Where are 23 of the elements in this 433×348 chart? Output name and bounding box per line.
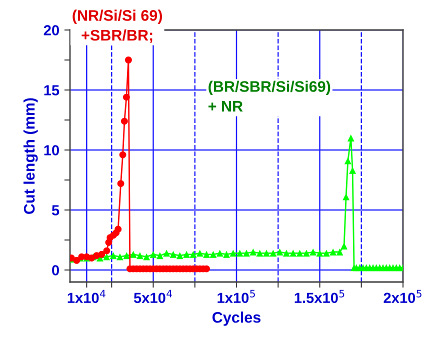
y-tick-label: 0 bbox=[52, 265, 59, 276]
text: (BR/SBR/Si/Si69) + NR bbox=[208, 80, 330, 112]
point bbox=[122, 94, 130, 101]
point bbox=[73, 256, 80, 264]
x-tick-label: 5x10$^{4}$ bbox=[134, 290, 172, 304]
point bbox=[124, 56, 132, 64]
x-tick-label: 1.5x10$^{5}$ bbox=[294, 290, 344, 304]
x-tick-label: 1x10$^{4}$ bbox=[68, 290, 106, 304]
y-tick-label: 15 bbox=[44, 85, 60, 96]
point bbox=[117, 180, 124, 188]
x-tick-label: 1x10$^{5}$ bbox=[218, 290, 255, 304]
y-tick-label: 20 bbox=[44, 25, 59, 36]
point bbox=[114, 226, 122, 233]
point bbox=[120, 118, 128, 125]
y-axis-title: Cut length (mm) bbox=[24, 98, 38, 214]
text: (NR/Si/Si 69) +SBR/BR; bbox=[72, 10, 162, 43]
y-tick-label: 5 bbox=[52, 205, 60, 216]
x-tick-label: 2x10$^{5}$ bbox=[384, 290, 422, 304]
point bbox=[119, 151, 126, 158]
x-axis-title: Cycles bbox=[212, 312, 261, 326]
y-tick-label: 10 bbox=[44, 145, 59, 156]
point bbox=[103, 247, 110, 254]
point bbox=[98, 250, 106, 258]
